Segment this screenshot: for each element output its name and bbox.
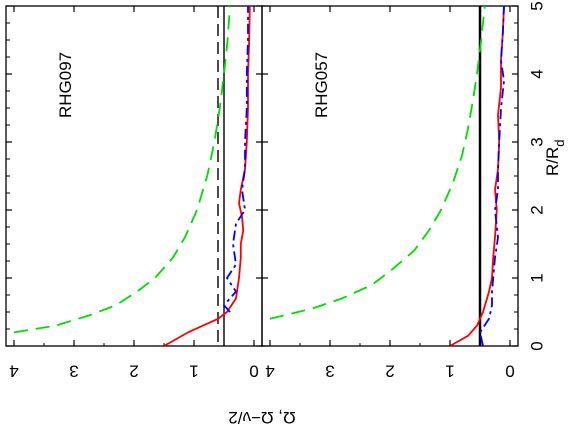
panel-label: RHG097: [56, 52, 75, 118]
r-tick-label: 3: [527, 137, 546, 146]
series-blue-dashdot: [222, 6, 249, 313]
omega-tick-label: 4: [9, 362, 18, 381]
omega-tick-label: 3: [69, 362, 78, 381]
omega-tick-label: 0: [249, 362, 258, 381]
panel-rhg057: RHG057: [261, 5, 519, 347]
panel-rhg097: RHG097: [5, 5, 263, 347]
omega-tick-label: 2: [129, 362, 138, 381]
series-red-solid: [449, 5, 505, 347]
series-blue-dashdot: [479, 5, 505, 347]
omega-tick-label: 1: [445, 362, 454, 381]
panel-label: RHG057: [312, 52, 331, 118]
r-axis-title-main: R/R: [543, 147, 562, 176]
series-green-dashed: [13, 5, 231, 334]
series-green-dashed: [269, 5, 486, 320]
r-axis-title: R/Rd: [543, 139, 567, 176]
omega-tick-label: 4: [265, 362, 274, 381]
omega-tick-label: 3: [325, 362, 334, 381]
omega-axis-title: Ω, Ω−ν/2: [228, 408, 295, 427]
series-red-solid: [163, 5, 251, 347]
omega-tick-label: 0: [505, 362, 514, 381]
r-tick-label: 0: [527, 341, 546, 350]
r-axis-title-sub: d: [552, 139, 567, 146]
r-axis: 0 1 2 3 4 5: [6, 1, 546, 351]
omega-tick-label: 1: [189, 362, 198, 381]
omega-tick-label: 2: [385, 362, 394, 381]
r-tick-label: 1: [527, 273, 546, 282]
r-tick-label: 2: [527, 205, 546, 214]
r-tick-label: 4: [527, 69, 546, 78]
r-tick-label: 5: [527, 1, 546, 10]
